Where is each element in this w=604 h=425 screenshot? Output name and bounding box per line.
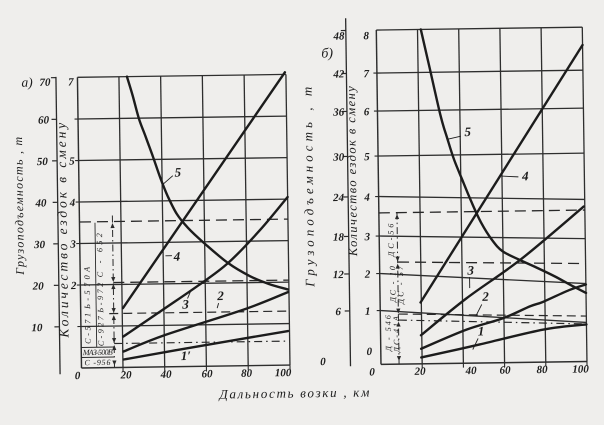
svg-text:20: 20	[32, 281, 45, 293]
svg-text:2: 2	[70, 280, 77, 292]
svg-text:80: 80	[241, 368, 253, 380]
svg-text:1: 1	[478, 323, 485, 338]
svg-text:5: 5	[364, 151, 370, 163]
svg-text:4: 4	[173, 249, 181, 264]
svg-text:60: 60	[38, 114, 50, 126]
svg-text:10: 10	[31, 322, 43, 334]
svg-text:40: 40	[34, 197, 47, 209]
svg-text:С-927: С-927	[96, 315, 105, 346]
svg-text:30: 30	[33, 239, 46, 251]
svg-text:0: 0	[369, 366, 375, 378]
svg-text:7: 7	[68, 76, 74, 88]
svg-text:40: 40	[464, 365, 477, 377]
svg-text:0: 0	[320, 356, 326, 368]
svg-text:Ь-972: Ь-972	[96, 283, 105, 314]
svg-text:С -956: С -956	[84, 358, 110, 367]
svg-text:4: 4	[521, 168, 529, 183]
svg-text:100: 100	[572, 363, 589, 375]
svg-text:5: 5	[174, 165, 181, 180]
svg-text:3: 3	[466, 262, 474, 277]
svg-text:12: 12	[333, 269, 345, 281]
svg-text:7: 7	[364, 68, 370, 80]
svg-text:б): б)	[321, 46, 333, 61]
svg-text:18: 18	[333, 232, 345, 244]
svg-text:1′: 1′	[181, 348, 192, 363]
svg-text:5: 5	[464, 124, 471, 139]
svg-text:48: 48	[332, 30, 345, 42]
svg-text:Количество ездок в смену: Количество ездок в смену	[53, 123, 71, 339]
svg-text:а): а)	[21, 75, 33, 90]
svg-text:6: 6	[335, 306, 341, 318]
svg-text:3: 3	[364, 231, 371, 243]
svg-text:40: 40	[160, 369, 173, 381]
svg-text:24: 24	[332, 192, 345, 204]
svg-text:8: 8	[363, 30, 369, 42]
svg-text:100: 100	[275, 367, 292, 379]
svg-text:50: 50	[37, 156, 49, 168]
svg-text:70: 70	[39, 77, 51, 89]
svg-text:МАЗ-500В: МАЗ-500В	[82, 348, 113, 357]
svg-text:4: 4	[363, 192, 370, 204]
svg-text:С-571: С-571	[83, 313, 92, 344]
svg-text:42: 42	[332, 68, 345, 80]
svg-text:Количество ездок в смену: Количество ездок в смену	[344, 86, 360, 258]
svg-text:2: 2	[364, 269, 371, 281]
svg-text:60: 60	[499, 364, 511, 376]
svg-text:2: 2	[481, 289, 489, 304]
svg-text:3: 3	[181, 296, 189, 311]
svg-text:1: 1	[365, 306, 371, 318]
svg-text:80: 80	[536, 364, 548, 376]
svg-text:5: 5	[69, 156, 75, 168]
svg-text:30: 30	[332, 151, 345, 163]
svg-text:0: 0	[366, 346, 372, 358]
svg-text:60: 60	[202, 368, 214, 380]
svg-text:20: 20	[414, 366, 427, 378]
svg-text:3: 3	[69, 239, 76, 251]
svg-text:2: 2	[216, 288, 224, 303]
svg-text:36: 36	[332, 106, 345, 118]
svg-text:20: 20	[120, 369, 133, 381]
svg-text:0: 0	[75, 370, 81, 382]
svg-text:6: 6	[364, 106, 370, 118]
svg-text:4: 4	[69, 197, 76, 209]
